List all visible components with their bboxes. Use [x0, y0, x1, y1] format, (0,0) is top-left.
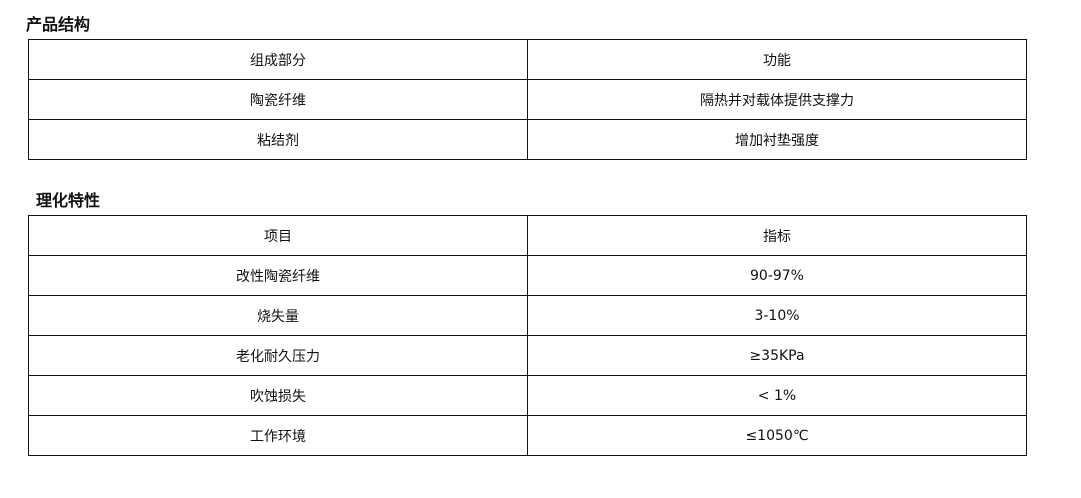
table-row: 工作环境 ≤1050℃ [28, 415, 1027, 456]
table-cell: < 1% [527, 375, 1027, 416]
table-cell: 吹蚀损失 [28, 375, 528, 416]
table-cell: 改性陶瓷纤维 [28, 255, 528, 296]
section-title-structure: 产品结构 [26, 15, 91, 34]
table-cell: 陶瓷纤维 [28, 79, 528, 120]
table-header-row: 项目 指标 [28, 215, 1027, 256]
header-cell: 组成部分 [28, 39, 528, 80]
header-cell: 功能 [527, 39, 1027, 80]
header-cell: 指标 [527, 215, 1027, 256]
table-row: 烧失量 3-10% [28, 295, 1027, 336]
table-row: 老化耐久压力 ≥35KPa [28, 335, 1027, 376]
table-row: 改性陶瓷纤维 90-97% [28, 255, 1027, 296]
section-title-properties: 理化特性 [36, 191, 101, 210]
table-cell: 增加衬垫强度 [527, 119, 1027, 160]
table-row: 粘结剂 增加衬垫强度 [28, 119, 1027, 160]
structure-table: 组成部分 功能 陶瓷纤维 隔热并对载体提供支撑力 粘结剂 增加衬垫强度 [28, 39, 1027, 160]
table-cell: 90-97% [527, 255, 1027, 296]
table-cell: ≤1050℃ [527, 415, 1027, 456]
table-header-row: 组成部分 功能 [28, 39, 1027, 80]
table-cell: 粘结剂 [28, 119, 528, 160]
properties-table: 项目 指标 改性陶瓷纤维 90-97% 烧失量 3-10% 老化耐久压力 ≥35… [28, 215, 1027, 456]
table-cell: 工作环境 [28, 415, 528, 456]
table-cell: 隔热并对载体提供支撑力 [527, 79, 1027, 120]
table-cell: 老化耐久压力 [28, 335, 528, 376]
table-row: 吹蚀损失 < 1% [28, 375, 1027, 416]
table-row: 陶瓷纤维 隔热并对载体提供支撑力 [28, 79, 1027, 120]
table-cell: ≥35KPa [527, 335, 1027, 376]
table-cell: 烧失量 [28, 295, 528, 336]
table-cell: 3-10% [527, 295, 1027, 336]
header-cell: 项目 [28, 215, 528, 256]
